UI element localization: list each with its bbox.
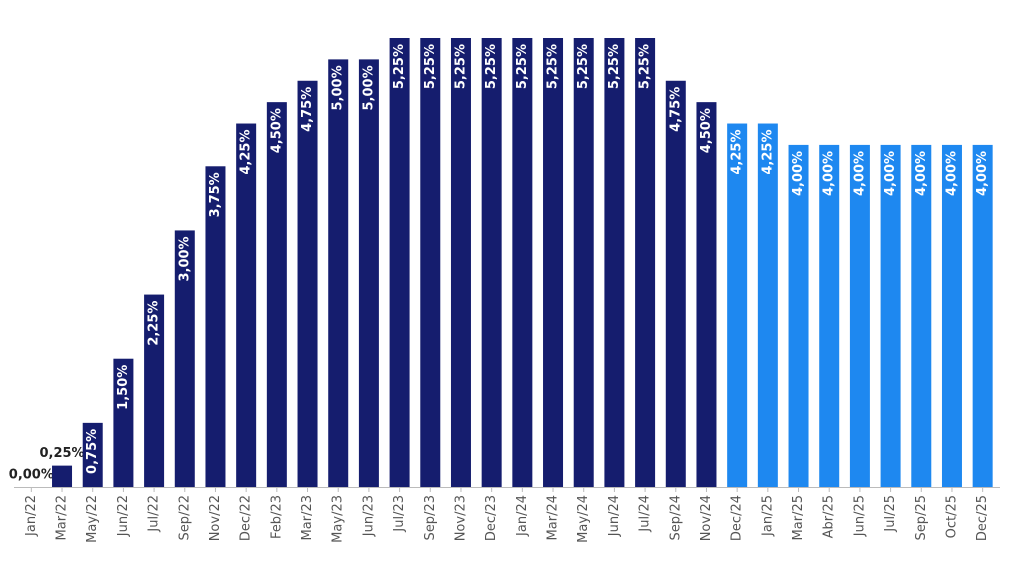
bar — [266, 102, 287, 488]
x-tick-label: Dec/25 — [975, 495, 990, 541]
value-label: 4,00% — [975, 151, 990, 196]
bar — [849, 144, 870, 487]
bar — [512, 38, 533, 487]
bar — [788, 144, 809, 487]
x-tick-label: Sep/22 — [177, 495, 192, 540]
value-label: 5,25% — [515, 44, 530, 89]
x-tick-label: Nov/24 — [699, 495, 714, 541]
bar — [819, 144, 840, 487]
value-label: 4,75% — [668, 87, 683, 132]
value-label: 4,00% — [791, 151, 806, 196]
value-label: 4,00% — [944, 151, 959, 196]
bar — [757, 123, 778, 488]
bar — [52, 465, 73, 487]
value-label: 4,75% — [300, 87, 315, 132]
x-tick-label: Jul/23 — [392, 495, 407, 533]
bar — [972, 144, 993, 487]
value-label: 4,25% — [239, 130, 254, 175]
bar — [328, 59, 349, 487]
x-tick-label: Nov/22 — [208, 495, 223, 541]
value-label: 4,00% — [914, 151, 929, 196]
bar — [941, 144, 962, 487]
value-label: 5,25% — [484, 44, 499, 89]
value-label: 4,00% — [883, 151, 898, 196]
bar — [236, 123, 257, 488]
x-tick-label: Mar/23 — [300, 495, 315, 540]
x-tick-label: Jan/24 — [515, 495, 530, 537]
x-tick-label: Sep/23 — [423, 495, 438, 540]
bar — [420, 38, 441, 487]
bar — [665, 80, 686, 487]
bar — [174, 230, 195, 487]
value-label: 5,25% — [546, 44, 561, 89]
bar — [543, 38, 564, 487]
x-tick-label: Jul/22 — [147, 495, 162, 533]
x-tick-label: Jun/22 — [116, 495, 131, 537]
bar — [696, 102, 717, 488]
value-label: 4,00% — [822, 151, 837, 196]
x-tick-label: Jul/24 — [638, 495, 653, 533]
bar — [144, 294, 165, 487]
x-tick-label: Mar/22 — [55, 495, 70, 540]
x-tick-label: Abr/25 — [822, 495, 837, 538]
bar — [481, 38, 502, 487]
value-label: 1,50% — [116, 365, 131, 410]
bar — [727, 123, 748, 488]
value-label: 4,50% — [699, 108, 714, 153]
bar — [358, 59, 379, 487]
value-label: 3,75% — [208, 172, 223, 217]
bar — [205, 166, 226, 488]
value-label: 4,25% — [730, 130, 745, 175]
bar — [604, 38, 625, 487]
value-label: 4,00% — [852, 151, 867, 196]
value-label: 2,25% — [147, 301, 162, 346]
x-tick-label: Mar/25 — [791, 495, 806, 540]
value-label: 5,25% — [453, 44, 468, 89]
x-tick-label: Jan/22 — [24, 495, 39, 537]
bar — [880, 144, 901, 487]
x-tick-label: May/23 — [331, 495, 346, 543]
x-tick-label: Dec/24 — [730, 495, 745, 541]
value-label: 0,25% — [39, 446, 84, 461]
x-tick-label: Sep/24 — [668, 495, 683, 540]
value-label: 0,75% — [85, 429, 100, 474]
bar — [450, 38, 471, 487]
x-tick-label: Dec/22 — [239, 495, 254, 541]
bar — [82, 422, 103, 487]
x-tick-label: Dec/23 — [484, 495, 499, 541]
value-label: 5,00% — [361, 65, 376, 110]
bar — [389, 38, 410, 487]
x-tick-label: Jun/24 — [607, 495, 622, 537]
x-tick-label: Feb/23 — [269, 495, 284, 539]
bar — [573, 38, 594, 487]
value-label: 5,25% — [638, 44, 653, 89]
x-tick-label: Sep/25 — [914, 495, 929, 540]
bar — [635, 38, 656, 487]
x-tick-label: Oct/25 — [944, 495, 959, 538]
value-label: 5,00% — [331, 65, 346, 110]
bar — [113, 358, 134, 487]
value-label: 3,00% — [177, 236, 192, 281]
x-tick-label: Jun/23 — [361, 495, 376, 537]
value-label: 0,00% — [9, 468, 54, 483]
value-label: 4,50% — [269, 108, 284, 153]
bar — [911, 144, 932, 487]
x-tick-label: Mar/24 — [546, 495, 561, 540]
x-tick-label: Nov/23 — [453, 495, 468, 541]
x-tick-label: Jul/25 — [883, 495, 898, 533]
x-tick-label: May/22 — [85, 495, 100, 543]
value-label: 5,25% — [392, 44, 407, 89]
bar — [297, 80, 318, 487]
x-tick-label: Jan/25 — [760, 495, 775, 537]
value-label: 5,25% — [576, 44, 591, 89]
x-tick-label: May/24 — [576, 495, 591, 543]
value-label: 5,25% — [423, 44, 438, 89]
value-label: 4,25% — [760, 130, 775, 175]
value-label: 5,25% — [607, 44, 622, 89]
x-tick-label: Jun/25 — [852, 495, 867, 537]
